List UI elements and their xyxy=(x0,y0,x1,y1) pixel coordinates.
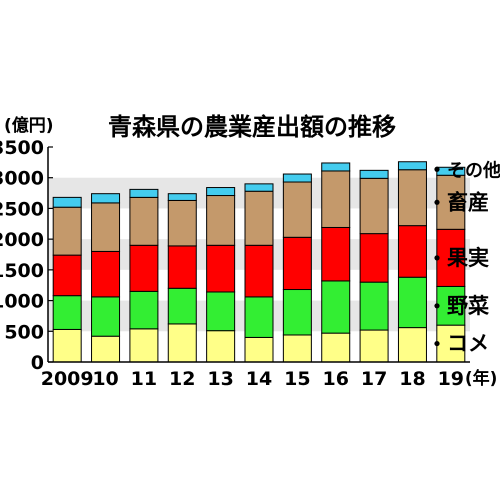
bar-segment-1-0 xyxy=(52,295,82,330)
bar-segment-2-5 xyxy=(244,244,274,298)
bar-segment-0-0 xyxy=(52,328,82,363)
legend-dot xyxy=(434,303,440,309)
bar-segment-3-0 xyxy=(52,206,82,256)
x-tick-label: 18 xyxy=(399,368,425,390)
bar-segment-3-4 xyxy=(206,195,236,246)
y-tick-label: 3000 xyxy=(0,168,44,190)
bar-segment-0-9 xyxy=(397,327,427,363)
bar-segment-4-2 xyxy=(129,188,159,198)
bar-segment-2-10 xyxy=(436,228,466,287)
bar-segment-4-0 xyxy=(52,196,82,208)
y-tick-label: 500 xyxy=(4,321,44,343)
x-tick-label: 14 xyxy=(246,368,272,390)
bar-segment-0-5 xyxy=(244,336,274,363)
y-axis-unit: (億円) xyxy=(4,115,54,136)
x-tick-label: 10 xyxy=(92,368,118,390)
bar-segment-1-6 xyxy=(282,289,312,336)
bar-segment-4-4 xyxy=(206,187,236,197)
bar-segment-2-0 xyxy=(52,254,82,297)
bar-segment-1-8 xyxy=(359,281,389,331)
x-tick-label: 16 xyxy=(323,368,349,390)
bar-segment-1-4 xyxy=(206,291,236,332)
y-tick-label: 2500 xyxy=(0,198,44,220)
bar-segment-2-6 xyxy=(282,236,312,291)
bar-segment-4-1 xyxy=(91,193,121,204)
bar-segment-3-6 xyxy=(282,181,312,238)
bar-segment-0-8 xyxy=(359,329,389,363)
x-tick-label: 2009 xyxy=(41,368,94,390)
y-tick-label: 1000 xyxy=(0,291,44,313)
x-tick-label: 11 xyxy=(131,368,157,390)
y-tick-label: 0 xyxy=(31,352,44,374)
x-tick-label: 13 xyxy=(207,368,233,390)
legend-label: その他 xyxy=(447,159,500,181)
legend-dot xyxy=(434,340,440,347)
bar-segment-2-3 xyxy=(167,245,197,289)
legend: コメ 野菜 果実 畜産 その他 xyxy=(434,159,500,356)
bar-segment-3-7 xyxy=(321,170,351,228)
x-tick-label: 12 xyxy=(169,368,195,390)
bar-segment-2-9 xyxy=(397,225,427,278)
bar-segment-1-7 xyxy=(321,280,351,334)
x-axis-unit: (年) xyxy=(465,368,498,389)
bar-segment-0-3 xyxy=(167,323,197,363)
bar-segment-1-1 xyxy=(91,296,121,337)
bar-segment-0-2 xyxy=(129,328,159,363)
bar-segment-3-10 xyxy=(436,174,466,230)
x-tick-label: 17 xyxy=(361,368,387,390)
bar-segment-2-1 xyxy=(91,250,121,298)
bar-segment-3-8 xyxy=(359,177,389,235)
bar-segment-0-7 xyxy=(321,332,351,363)
x-tick-label: 15 xyxy=(284,368,310,390)
legend-label: 畜産 xyxy=(447,190,489,214)
bar-segment-3-1 xyxy=(91,202,121,252)
bar-segment-4-6 xyxy=(282,173,312,183)
bar-segment-3-9 xyxy=(397,169,427,227)
legend-dot xyxy=(434,199,440,205)
legend-dot xyxy=(434,166,440,172)
bar-segment-4-8 xyxy=(359,169,389,179)
bar-segment-4-7 xyxy=(321,162,351,172)
bar-segment-1-5 xyxy=(244,296,274,338)
legend-label: 野菜 xyxy=(447,294,489,318)
bar-segment-2-2 xyxy=(129,244,159,292)
y-axis-ticks: 0 500 1000 1500 2000 2500 3000 3500 xyxy=(0,137,470,374)
y-tick-label: 2000 xyxy=(0,229,44,251)
bar-segment-4-5 xyxy=(244,183,274,192)
legend-dot xyxy=(434,255,440,261)
legend-label: コメ xyxy=(447,332,489,356)
bar-segment-0-1 xyxy=(91,335,121,363)
y-tick-label: 3500 xyxy=(0,137,44,159)
bar-segment-1-2 xyxy=(129,290,159,330)
x-tick-label: 19 xyxy=(438,368,464,390)
bar-segment-3-3 xyxy=(167,199,197,247)
y-tick-label: 1500 xyxy=(0,260,44,282)
legend-label: 果実 xyxy=(447,246,489,270)
bar-segment-1-10 xyxy=(436,285,466,326)
bar-segment-1-3 xyxy=(167,287,197,325)
bar-segment-0-6 xyxy=(282,334,312,363)
bar-segment-2-8 xyxy=(359,233,389,283)
bar-segment-0-10 xyxy=(436,324,466,363)
bar-segment-2-7 xyxy=(321,226,351,282)
bar-segment-4-9 xyxy=(397,161,427,171)
bar-segment-2-4 xyxy=(206,244,236,293)
bar-segment-4-3 xyxy=(167,193,197,201)
bar-segment-0-4 xyxy=(206,330,236,363)
chart-title: 青森県の農業産出額の推移 xyxy=(108,113,396,141)
bar-segment-3-5 xyxy=(244,190,274,246)
bar-segment-3-2 xyxy=(129,196,159,246)
bar-segment-1-9 xyxy=(397,276,427,329)
bars xyxy=(52,161,466,363)
